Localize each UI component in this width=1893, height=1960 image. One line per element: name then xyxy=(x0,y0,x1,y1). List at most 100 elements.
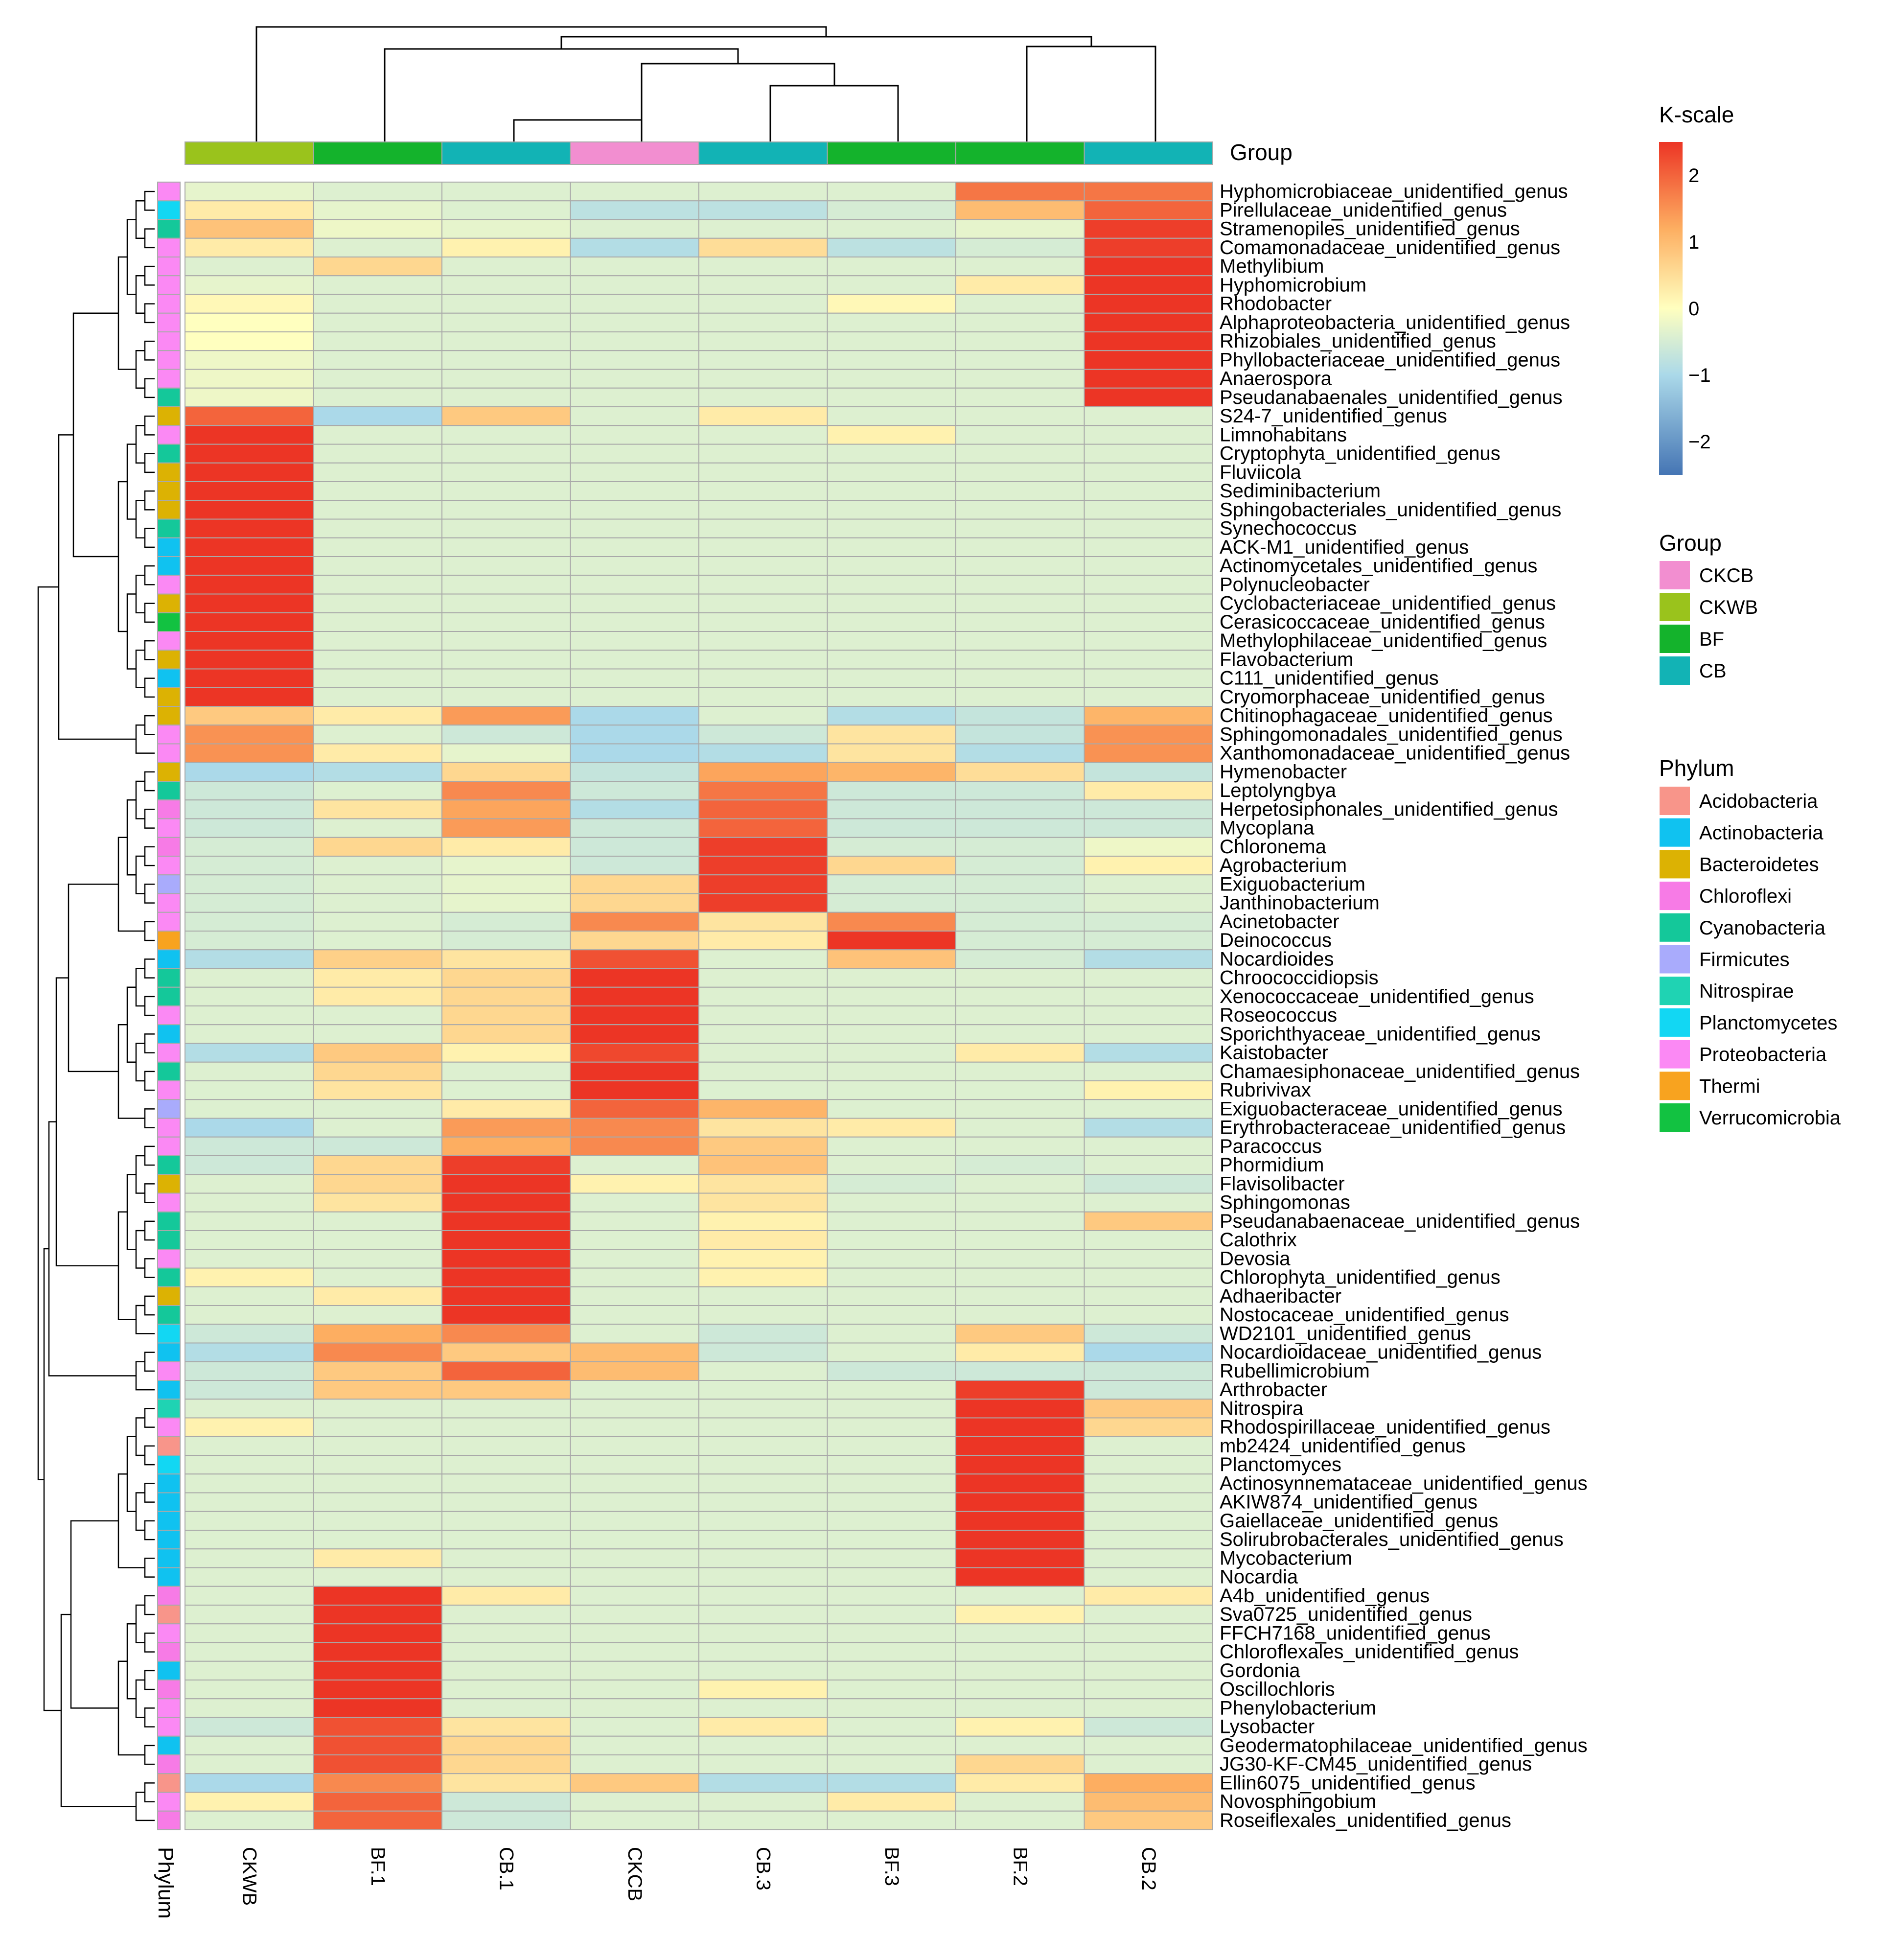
heat-cell xyxy=(1084,1660,1213,1680)
heat-cell xyxy=(185,1324,314,1344)
heat-cell xyxy=(441,631,571,651)
phylum-annotation-cell xyxy=(157,1530,181,1550)
heat-cell xyxy=(441,1380,571,1400)
heat-cell xyxy=(185,350,314,370)
heat-cell xyxy=(441,1773,571,1793)
heat-cell xyxy=(827,1118,956,1138)
phylum-annotation-cell xyxy=(157,1342,181,1362)
heat-cell xyxy=(185,874,314,894)
column-label: BF.1 xyxy=(367,1847,389,1886)
heat-cell xyxy=(441,949,571,969)
phylum-swatch-thermi xyxy=(1659,1071,1691,1101)
row-label: Cryptophyta_unidentified_genus xyxy=(1220,443,1501,465)
group-legend-label: CKWB xyxy=(1699,597,1758,618)
heat-cell xyxy=(570,331,699,351)
heat-cell xyxy=(313,406,442,426)
heat-cell xyxy=(185,1567,314,1587)
heat-cell xyxy=(570,200,699,220)
heat-cell xyxy=(185,1586,314,1606)
heat-cell xyxy=(570,237,699,257)
heat-cell xyxy=(955,799,1085,819)
heat-cell xyxy=(313,350,442,370)
heat-cell xyxy=(313,1436,442,1456)
heat-cell xyxy=(1084,1436,1213,1456)
heat-cell xyxy=(313,949,442,969)
heat-cell xyxy=(441,369,571,389)
heat-cell xyxy=(313,1043,442,1063)
heat-cell xyxy=(827,182,956,202)
phylum-swatch-firmicutes xyxy=(1659,944,1691,975)
heat-cell xyxy=(570,1380,699,1400)
heat-cell xyxy=(1084,818,1213,838)
heat-cell xyxy=(441,1473,571,1493)
heat-cell xyxy=(827,387,956,407)
row-label: Exiguobacteraceae_unidentified_genus xyxy=(1220,1098,1563,1120)
phylum-annotation-cell xyxy=(157,743,181,763)
heat-cell xyxy=(698,219,828,239)
row-label: AKIW874_unidentified_genus xyxy=(1220,1492,1477,1513)
heat-cell xyxy=(698,1642,828,1662)
heat-cell xyxy=(570,1773,699,1793)
heat-cell xyxy=(185,893,314,913)
heat-cell xyxy=(441,537,571,557)
heat-cell xyxy=(185,1118,314,1138)
heat-cell xyxy=(1084,1211,1213,1231)
heat-cell xyxy=(570,856,699,876)
heat-cell xyxy=(827,1511,956,1531)
heat-cell xyxy=(955,443,1085,464)
heat-cell xyxy=(313,1810,442,1830)
heat-cell xyxy=(313,1024,442,1044)
row-labels: Hyphomicrobiaceae_unidentified_genusPire… xyxy=(1220,181,1588,1831)
heat-cell xyxy=(827,1773,956,1793)
row-label: mb2424_unidentified_genus xyxy=(1220,1435,1466,1457)
heat-cell xyxy=(827,1380,956,1400)
row-label: Geodermatophilaceae_unidentified_genus xyxy=(1220,1735,1588,1756)
phylum-swatch-verrucomicrobia xyxy=(1659,1102,1691,1133)
heat-cell xyxy=(1084,1473,1213,1493)
phylum-swatch-acidobacteria xyxy=(1659,786,1691,816)
heat-cell xyxy=(441,1061,571,1081)
row-label: Rubellimicrobium xyxy=(1220,1360,1370,1382)
k-scale-title: K-scale xyxy=(1659,102,1734,127)
heat-cell xyxy=(955,1417,1085,1437)
phylum-annotation-cell xyxy=(157,1455,181,1475)
heat-cell xyxy=(185,931,314,951)
heat-cell xyxy=(955,425,1085,445)
heat-cell xyxy=(827,781,956,801)
heat-cell xyxy=(313,369,442,389)
heat-cell xyxy=(1084,1286,1213,1306)
heat-cell xyxy=(698,931,828,951)
row-label: WD2101_unidentified_genus xyxy=(1220,1323,1471,1344)
phylum-annotation-cell xyxy=(157,1605,181,1625)
heat-cell xyxy=(955,481,1085,501)
row-label: ACK-M1_unidentified_genus xyxy=(1220,537,1469,558)
heat-cell xyxy=(698,781,828,801)
row-label: Actinosynnemataceae_unidentified_genus xyxy=(1220,1472,1588,1494)
heat-cell xyxy=(570,1511,699,1531)
heat-cell xyxy=(185,275,314,295)
heat-cell xyxy=(698,1005,828,1026)
heat-cell xyxy=(185,219,314,239)
heat-cell xyxy=(1084,931,1213,951)
heat-cell xyxy=(185,406,314,426)
heat-cell xyxy=(441,986,571,1006)
heat-cell xyxy=(955,369,1085,389)
heat-cell xyxy=(698,1455,828,1475)
heat-cell xyxy=(1084,406,1213,426)
heat-cell xyxy=(441,1118,571,1138)
row-label: Pseudanabaenaceae_unidentified_genus xyxy=(1220,1211,1580,1232)
heat-cell xyxy=(698,1548,828,1568)
phylum-swatch-chloroflexi xyxy=(1659,881,1691,911)
phylum-legend: Phylum Acidobacteria Actinobacteria Bacter… xyxy=(1659,755,1841,1133)
heat-cell xyxy=(955,1286,1085,1306)
phylum-annotation-cell xyxy=(157,1642,181,1662)
row-label: Agrobacterium xyxy=(1220,855,1347,876)
heat-cell xyxy=(570,1530,699,1550)
heat-cell xyxy=(827,219,956,239)
heat-cell xyxy=(185,1099,314,1119)
heat-cell xyxy=(955,1249,1085,1269)
heat-cell xyxy=(185,986,314,1006)
phylum-swatch-bacteroidetes xyxy=(1659,849,1691,880)
heat-cell xyxy=(185,518,314,538)
heat-cell xyxy=(1084,1623,1213,1643)
